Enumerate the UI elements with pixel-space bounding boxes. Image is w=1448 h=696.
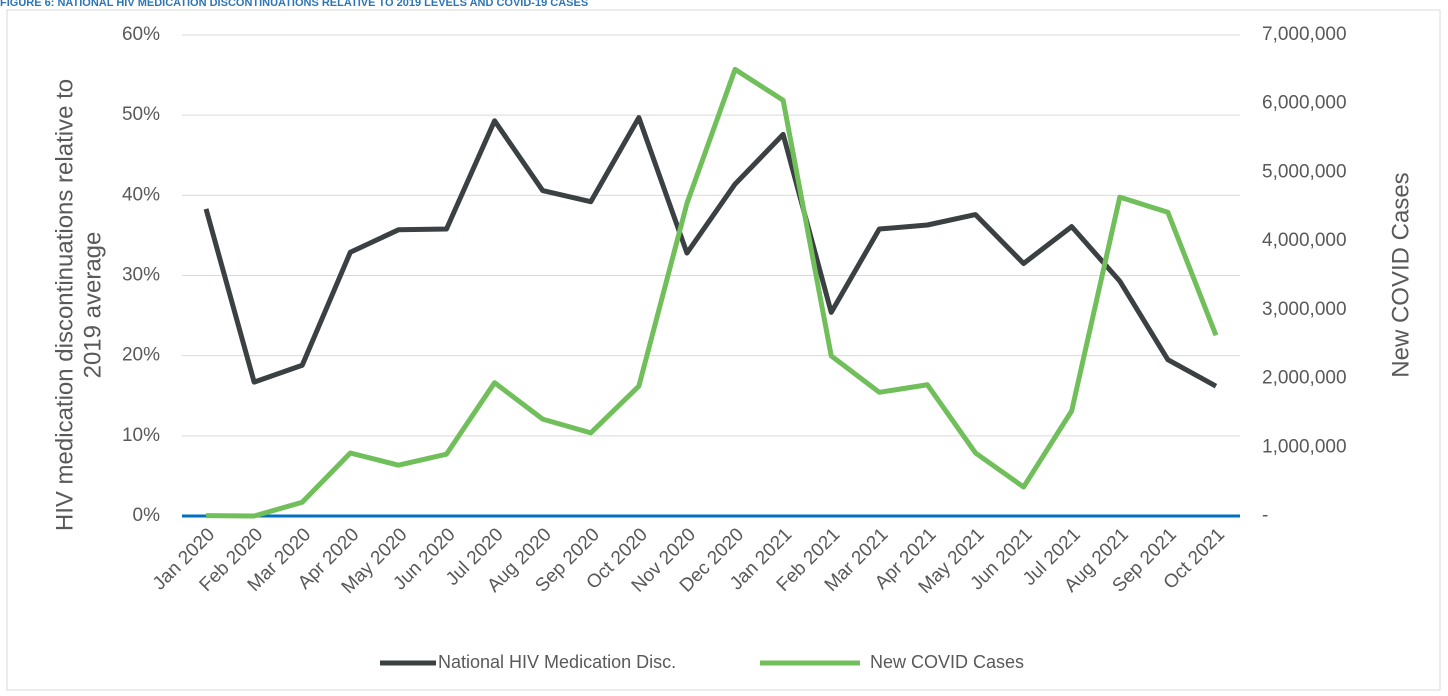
y-tick-label: 30% [122,265,160,286]
y-tick-label: 0% [133,505,161,526]
y2-tick-label: 1,000,000 [1262,436,1347,457]
y-tick-label: 40% [122,184,160,205]
y2-tick-label: 2,000,000 [1262,368,1347,389]
chart-title: FIGURE 6: NATIONAL HIV MEDICATION DISCON… [0,0,588,9]
y2-tick-label: 4,000,000 [1262,230,1347,251]
legend-label: National HIV Medication Disc. [438,652,676,672]
y2-axis-title: New COVID Cases [1387,172,1414,377]
y-tick-label: 10% [122,425,160,446]
y-tick-label: 50% [122,104,160,125]
y-axis-title: 2019 average [79,232,106,379]
y2-tick-label: - [1262,505,1268,526]
y-tick-label: 20% [122,345,160,366]
y2-tick-label: 5,000,000 [1262,161,1347,182]
y-axis-title: HIV medication discontinuations relative… [51,79,78,531]
chart-border [6,9,1441,691]
legend-label: New COVID Cases [870,652,1024,672]
series-line [203,115,1218,389]
y-tick-label: 60% [122,24,160,45]
y2-tick-label: 7,000,000 [1262,24,1347,45]
y2-tick-label: 6,000,000 [1262,93,1347,114]
series-line [206,66,1219,519]
y2-tick-label: 3,000,000 [1262,299,1347,320]
